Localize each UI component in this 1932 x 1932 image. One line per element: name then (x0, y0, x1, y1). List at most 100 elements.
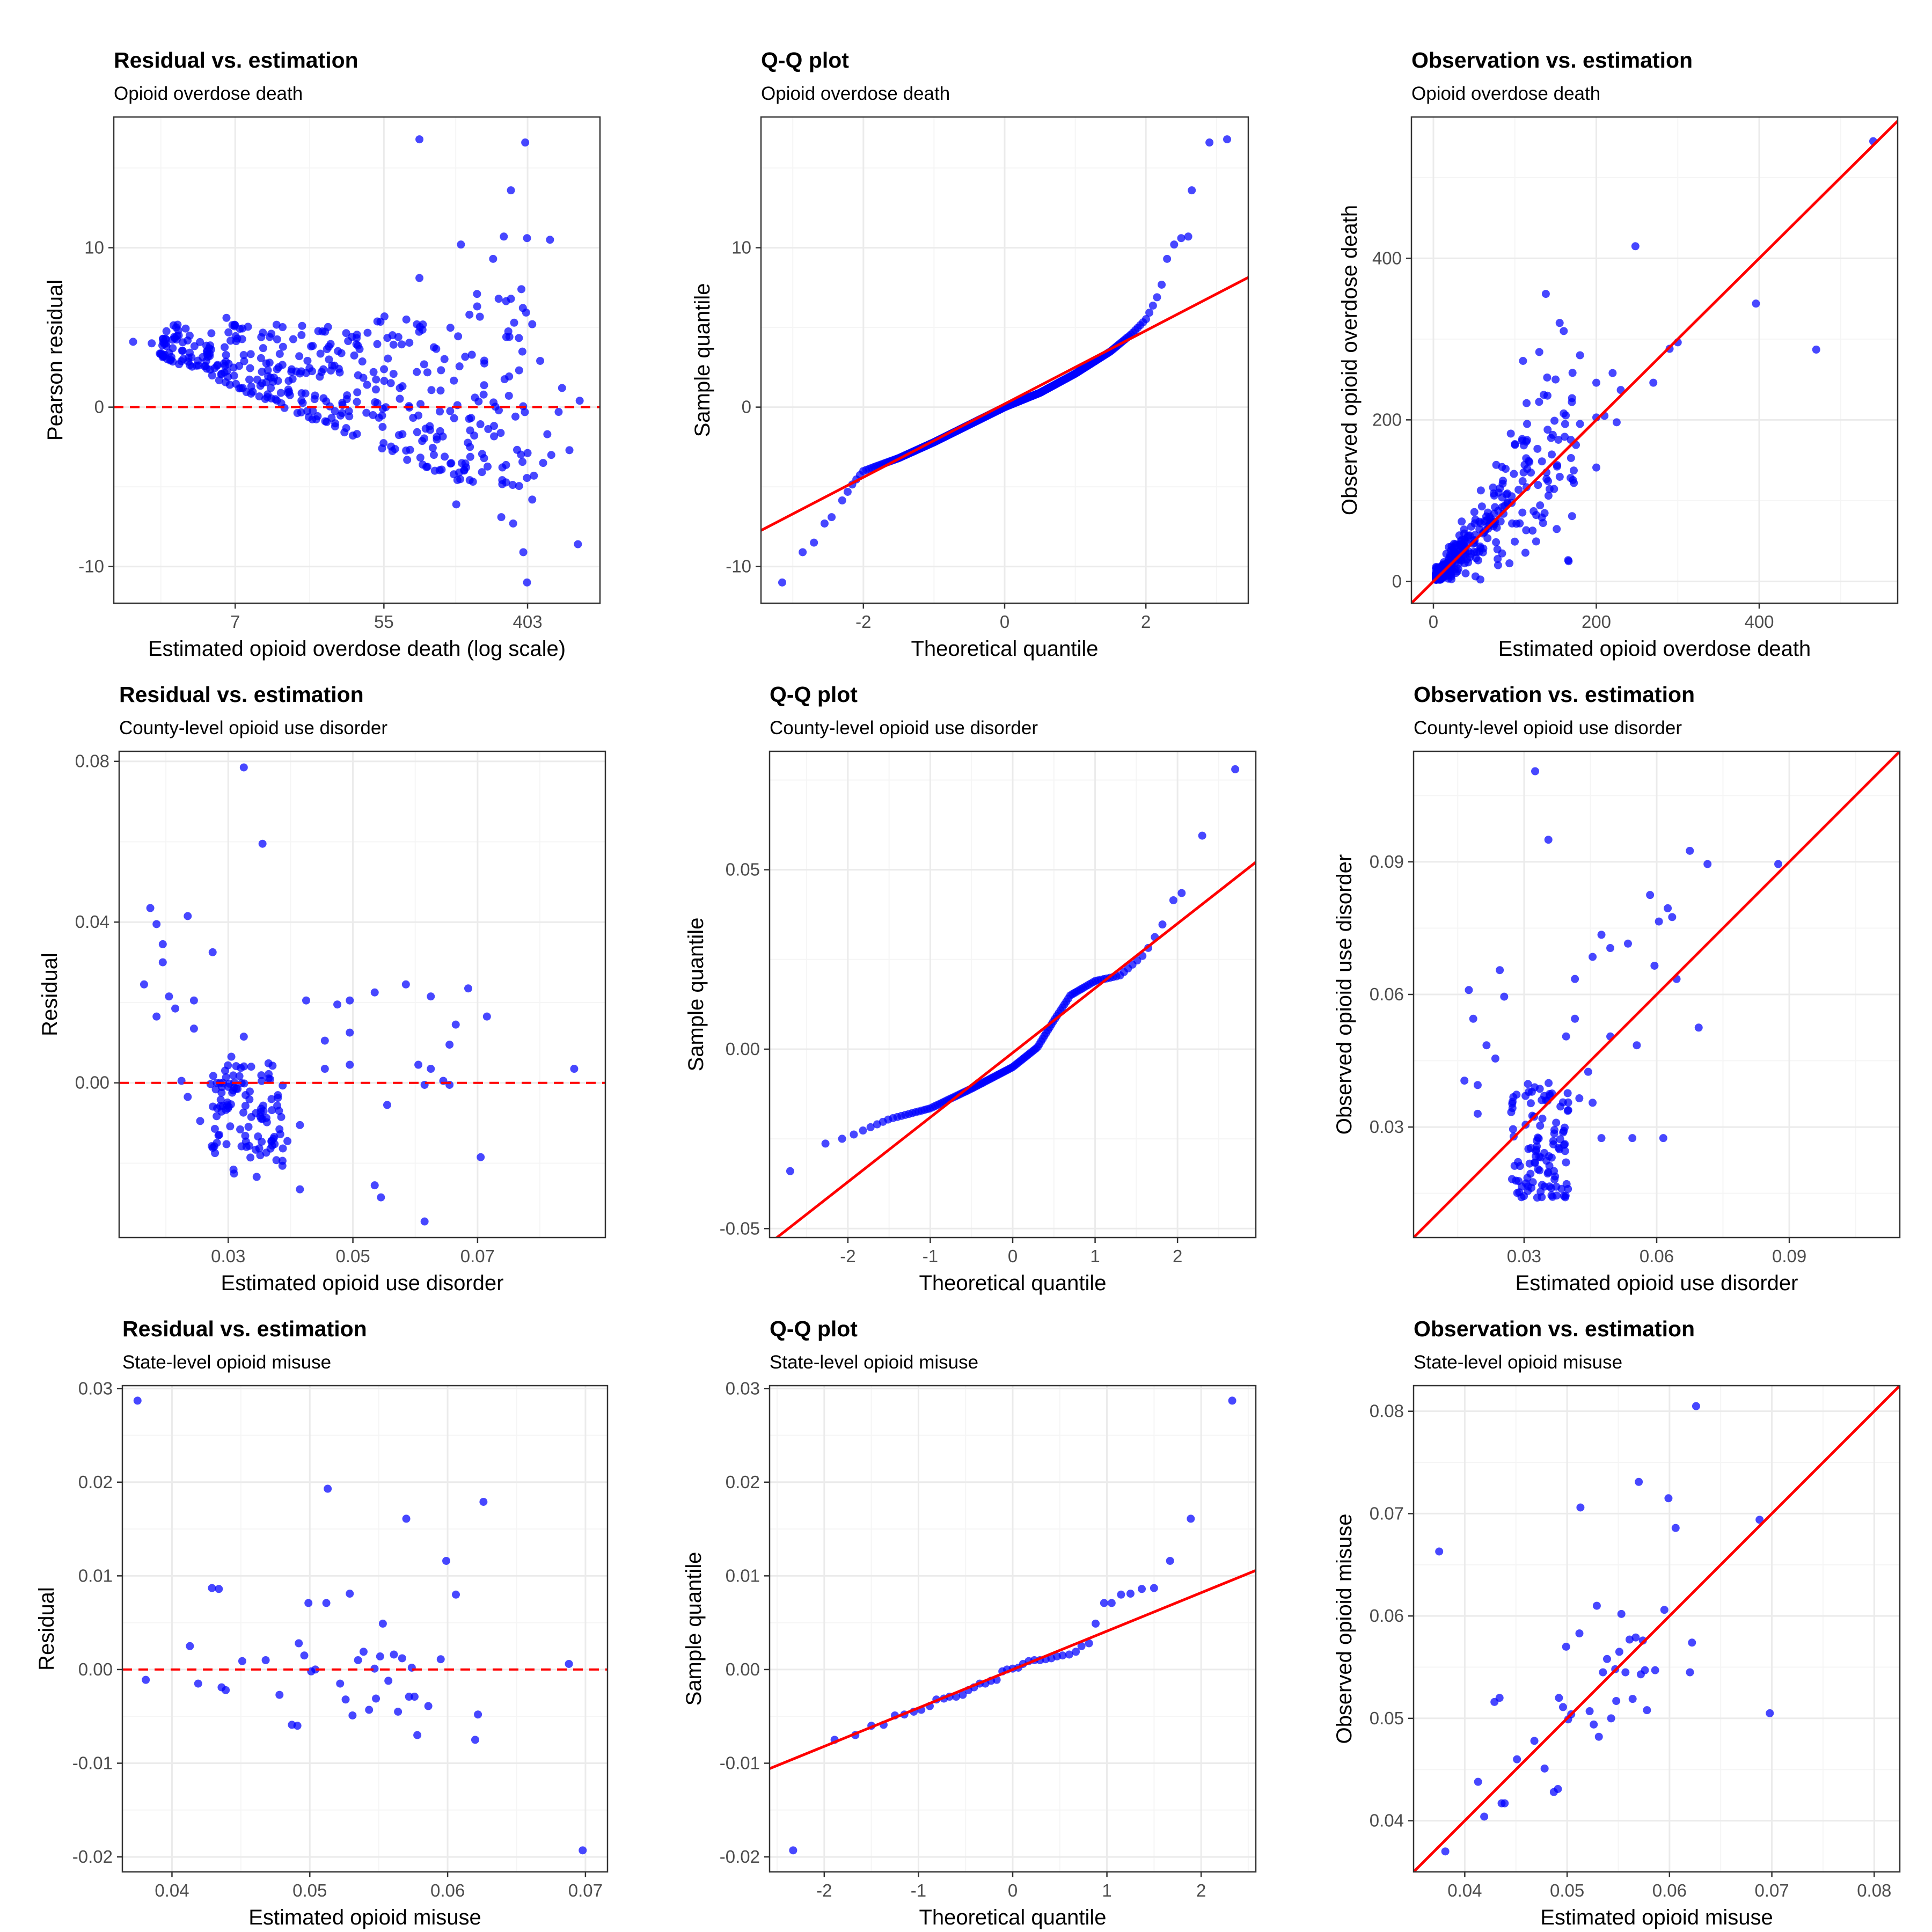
data-point (1643, 1706, 1651, 1715)
x-axis-label: Theoretical quantile (919, 1271, 1106, 1295)
data-point (1545, 1079, 1553, 1087)
data-point (482, 1012, 491, 1021)
data-point (1617, 1609, 1626, 1618)
data-point (1533, 444, 1542, 453)
data-point (350, 351, 358, 360)
data-point (515, 334, 523, 342)
data-point (1552, 375, 1560, 384)
data-point (1458, 517, 1466, 526)
data-point (423, 463, 431, 471)
data-point (326, 340, 335, 348)
data-point (1607, 1714, 1615, 1723)
data-point (355, 345, 364, 353)
data-point (241, 1131, 250, 1140)
data-point (158, 341, 166, 350)
data-point (786, 1167, 794, 1175)
data-point (275, 349, 284, 358)
data-point (396, 384, 404, 392)
data-point (1703, 860, 1712, 868)
panel-title: Residual vs. estimation (114, 48, 358, 72)
data-point (473, 290, 481, 298)
data-point (413, 1731, 422, 1739)
data-point (452, 500, 460, 509)
data-point (1508, 1104, 1517, 1113)
data-point (354, 1656, 362, 1664)
data-point (239, 1033, 248, 1041)
data-point (558, 384, 566, 392)
data-point (1571, 1014, 1579, 1023)
data-point (267, 384, 275, 392)
x-tick-label: 0 (1008, 1880, 1018, 1900)
data-point (498, 476, 507, 485)
data-point (380, 377, 389, 385)
data-point (420, 360, 428, 369)
panel-qq-misuse: Q-Q plot State-level opioid misuse -2 -1 0… (682, 1316, 1257, 1929)
data-point (370, 988, 379, 997)
data-point (1494, 561, 1502, 569)
data-point (304, 413, 313, 421)
data-point (1150, 1584, 1158, 1592)
panel-subtitle: County-level opioid use disorder (1414, 718, 1682, 738)
data-point (1576, 1503, 1585, 1512)
data-point (1545, 1161, 1554, 1170)
data-point (1188, 186, 1196, 195)
x-tick-label: 2 (1196, 1880, 1206, 1900)
data-point (1085, 1639, 1093, 1648)
x-tick-label: 0.05 (1550, 1880, 1584, 1900)
data-point (179, 355, 187, 363)
data-point (1530, 1737, 1539, 1745)
data-point (1432, 562, 1440, 571)
data-point (342, 329, 350, 338)
y-tick-label: 0.03 (726, 1378, 760, 1398)
x-tick-label: 0.07 (1754, 1880, 1789, 1900)
data-point (1524, 1080, 1532, 1088)
data-point (519, 548, 528, 557)
data-points (786, 765, 1240, 1175)
data-point (1482, 1041, 1491, 1050)
data-point (536, 356, 545, 365)
data-point (1668, 913, 1677, 921)
data-point (258, 839, 267, 848)
data-point (202, 364, 211, 373)
x-tick-label: 0.06 (1640, 1246, 1674, 1266)
data-point (342, 424, 350, 433)
x-tick-label: 0.04 (1447, 1880, 1482, 1900)
data-point (479, 390, 488, 399)
data-point (239, 351, 248, 360)
data-point (1752, 299, 1760, 308)
panel-qq-overdose: Q-Q plot Opioid overdose death -2 0 2 -10 0 1… (691, 48, 1249, 661)
data-point (215, 1585, 223, 1593)
data-point (1575, 1094, 1584, 1103)
y-tick-label: -0.01 (720, 1753, 760, 1773)
data-point (423, 368, 431, 377)
data-point (1543, 391, 1552, 400)
data-point (507, 186, 515, 195)
data-point (461, 353, 470, 361)
data-point (196, 1117, 204, 1125)
data-point (313, 412, 322, 421)
data-point (447, 459, 456, 467)
data-point (1498, 479, 1507, 488)
data-point (1523, 399, 1531, 407)
data-point (1612, 1696, 1621, 1705)
data-point (305, 364, 314, 372)
data-point (239, 1108, 248, 1117)
data-point (427, 1065, 435, 1073)
data-point (208, 1142, 216, 1151)
data-point (221, 343, 229, 352)
data-point (165, 349, 173, 357)
data-point (184, 1093, 192, 1101)
data-point (436, 1655, 445, 1664)
data-point (1633, 1041, 1641, 1050)
data-point (142, 1675, 150, 1684)
data-point (1100, 1599, 1108, 1607)
data-point (1555, 472, 1564, 481)
data-point (1500, 992, 1509, 1001)
data-point (1469, 1014, 1477, 1023)
plot-area: 0 200 400 0 200 400 (1372, 116, 1899, 632)
y-tick-label: 0.00 (78, 1659, 113, 1679)
data-point (1533, 1136, 1541, 1145)
data-point (162, 327, 171, 335)
x-tick-label: 403 (513, 612, 543, 632)
data-point (1569, 466, 1578, 475)
